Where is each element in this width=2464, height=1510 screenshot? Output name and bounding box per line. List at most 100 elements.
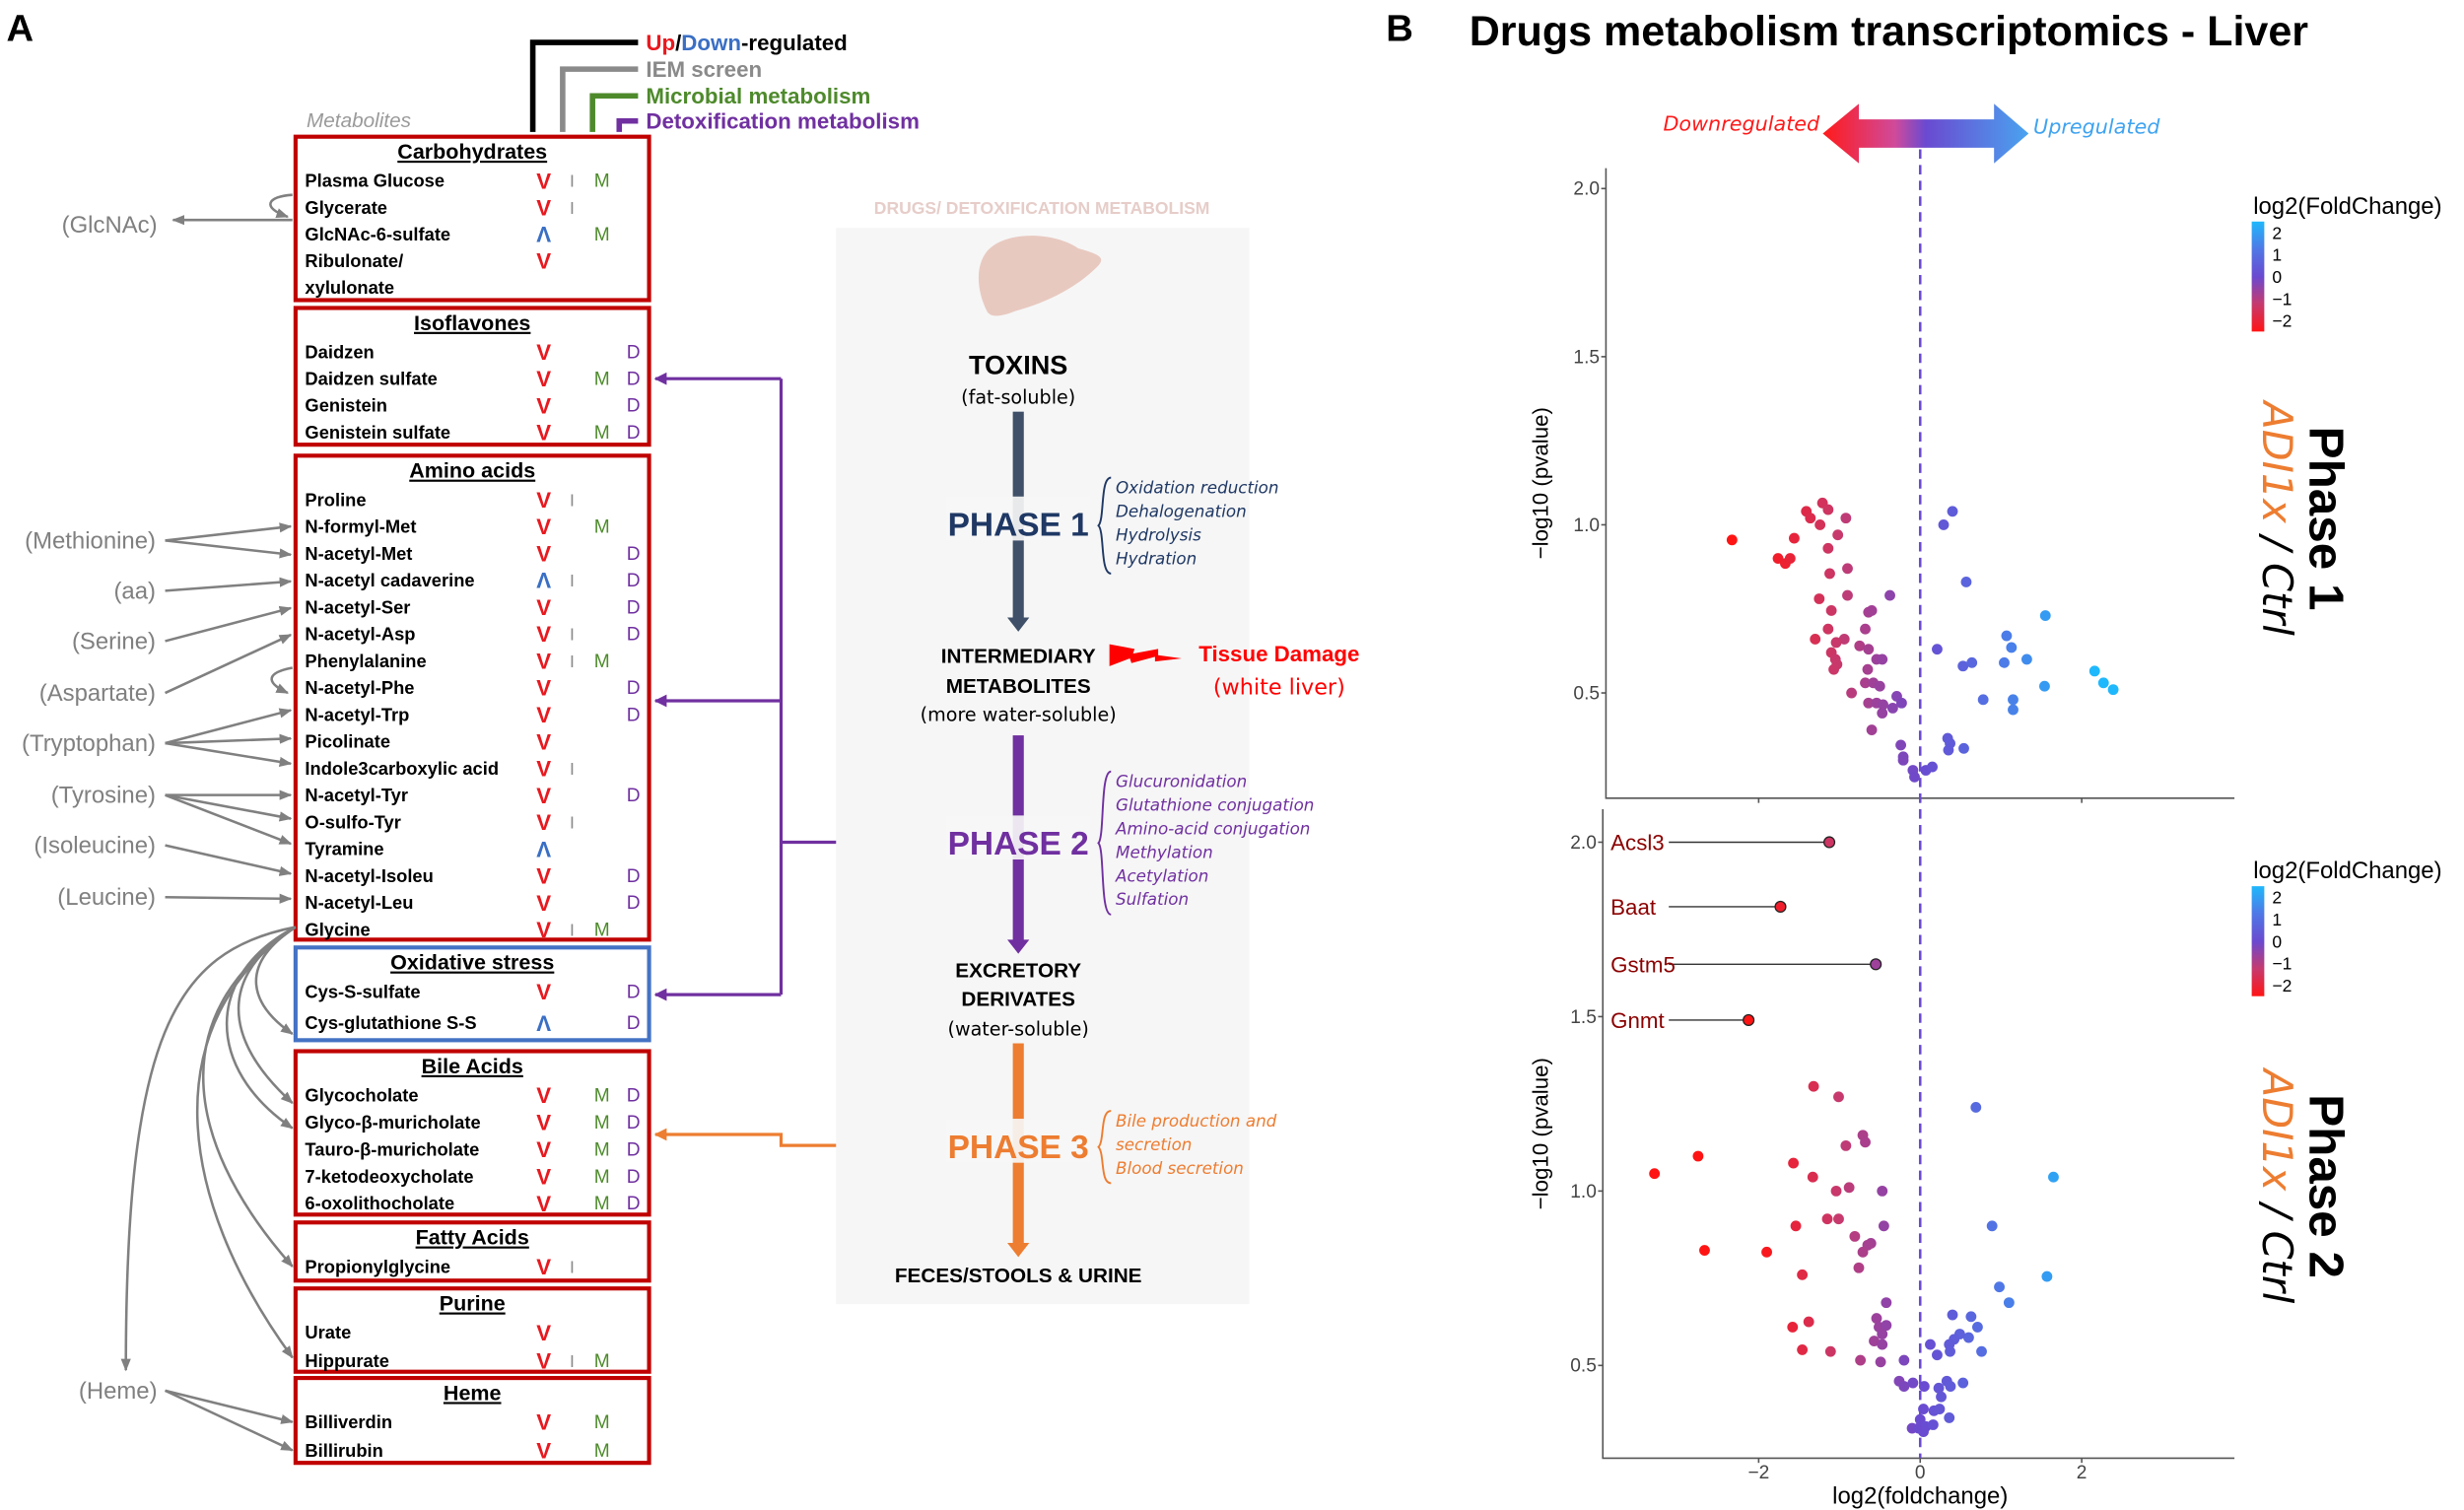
data-point bbox=[2003, 1297, 2015, 1309]
metabolite-row: Plasma Glucose V I M bbox=[305, 169, 609, 193]
regulation-marker: V bbox=[536, 488, 551, 513]
data-point bbox=[1898, 1381, 1910, 1392]
metabolite-row: Cys-S-sulfate V D bbox=[305, 980, 640, 1004]
metabolite-name: Cys-glutathione S-S bbox=[305, 1012, 476, 1033]
metabolite-row: N-formyl-Met V M bbox=[305, 515, 609, 539]
regulation-marker: V bbox=[536, 757, 551, 782]
data-point bbox=[1874, 680, 1885, 692]
metabolite-name: Billirubin bbox=[305, 1440, 382, 1461]
data-point bbox=[1884, 589, 1895, 601]
colorbar-label: −1 bbox=[2272, 289, 2292, 309]
data-point bbox=[1863, 644, 1875, 655]
metabolite-row: Hippurate V I M bbox=[305, 1349, 609, 1374]
regulation-marker: Λ bbox=[536, 837, 551, 861]
data-point bbox=[1976, 1345, 1987, 1357]
data-point bbox=[1897, 754, 1909, 766]
phase1-item: Hydration bbox=[1116, 548, 1197, 568]
data-point bbox=[1878, 1220, 1889, 1232]
metabolite-row: Glycerate V I bbox=[305, 195, 574, 220]
data-point bbox=[1932, 1349, 1943, 1361]
metabolite-name: O-sulfo-Tyr bbox=[305, 811, 400, 832]
data-point bbox=[1869, 1336, 1880, 1346]
liver-icon bbox=[978, 236, 1102, 316]
colorbar-label: 2 bbox=[2272, 223, 2282, 242]
colorbar bbox=[2251, 221, 2265, 332]
metabolites-header: Metabolites bbox=[307, 109, 411, 132]
microbial-marker: M bbox=[594, 1139, 610, 1160]
group-title: Amino acids bbox=[409, 459, 535, 483]
metabolite-row: Daidzen sulfate V M D bbox=[305, 367, 640, 391]
microbial-marker: M bbox=[594, 423, 610, 444]
metabolite-row: N-acetyl-Leu V D bbox=[305, 891, 640, 916]
metabolite-name: N-formyl-Met bbox=[305, 516, 416, 537]
pathway-title: DRUGS/ DETOXIFICATION METABOLISM bbox=[874, 198, 1210, 218]
metabolite-name: Glycerate bbox=[305, 197, 387, 218]
phase1-item: Dehalogenation bbox=[1116, 501, 1247, 520]
data-point bbox=[1860, 623, 1871, 635]
legend-slash: / bbox=[675, 31, 681, 55]
detox-marker: D bbox=[627, 1013, 641, 1034]
metabolite-name: 7-ketodeoxycholate bbox=[305, 1166, 473, 1187]
condition-ctrl: Ctrl bbox=[2253, 563, 2300, 636]
metabolite-row: 6-oxolithocholate V M D bbox=[305, 1192, 640, 1216]
phase3-label: PHASE 3 bbox=[948, 1130, 1089, 1166]
metabolite-name: Glycocholate bbox=[305, 1085, 418, 1106]
phase3-item: Blood secretion bbox=[1116, 1158, 1244, 1178]
data-point bbox=[1789, 532, 1800, 544]
data-point bbox=[1814, 519, 1826, 530]
metabolite-name: N-acetyl-Ser bbox=[305, 596, 410, 617]
legend-connector bbox=[529, 39, 639, 132]
regulation-marker: V bbox=[536, 169, 551, 193]
data-point bbox=[1790, 1220, 1802, 1232]
detox-marker: D bbox=[627, 625, 641, 646]
data-point bbox=[2020, 653, 2032, 665]
intermediary-label: METABOLITES bbox=[946, 675, 1091, 698]
panel-label-a: A bbox=[7, 7, 34, 49]
legend-connector bbox=[560, 66, 639, 132]
metabolite-name: Genistein sulfate bbox=[305, 422, 450, 443]
data-point bbox=[1833, 1091, 1844, 1103]
data-point bbox=[1821, 1213, 1833, 1225]
colorbar-label: 2 bbox=[2272, 888, 2282, 908]
regulation-marker: V bbox=[536, 622, 551, 647]
data-point bbox=[1797, 1269, 1809, 1280]
data-point bbox=[1895, 739, 1907, 751]
detox-marker: D bbox=[627, 544, 641, 565]
data-point bbox=[2107, 684, 2119, 696]
y-axis-label: −log10 (pvalue) bbox=[1528, 1058, 1552, 1209]
data-point bbox=[2041, 1270, 2053, 1282]
data-point bbox=[1898, 1354, 1910, 1366]
group-box bbox=[293, 1286, 651, 1374]
gene-label: Gnmt bbox=[1610, 1008, 1665, 1033]
phase3-backdrop bbox=[945, 1119, 1091, 1163]
x-axis-label: log2(foldchange) bbox=[1832, 1483, 2008, 1510]
metabolite-row: N-acetyl-Met V D bbox=[305, 541, 640, 566]
data-point bbox=[1761, 1246, 1772, 1258]
metabolite-row: N-acetyl-Isoleu V D bbox=[305, 864, 640, 889]
data-point bbox=[1927, 1419, 1939, 1430]
group-title: Heme bbox=[444, 1381, 502, 1405]
legend-connector bbox=[589, 93, 639, 132]
data-point bbox=[1970, 1102, 1982, 1113]
metabolite-row: Indole3carboxylic acid V I bbox=[305, 757, 574, 782]
direction-arrow bbox=[1822, 103, 2029, 164]
precursor-label: (Tyrosine) bbox=[51, 783, 156, 809]
microbial-marker: M bbox=[594, 370, 610, 390]
phase1-label: PHASE 1 bbox=[948, 508, 1089, 544]
data-point bbox=[1855, 1354, 1867, 1366]
data-point bbox=[1842, 589, 1853, 601]
metabolite-row: Glyco-β-muricholate V M D bbox=[305, 1111, 640, 1135]
colorbar-label: 1 bbox=[2272, 245, 2282, 265]
data-point bbox=[1932, 644, 1943, 655]
data-point bbox=[1842, 563, 1853, 575]
output-label: FECES/STOOLS & URINE bbox=[895, 1265, 1142, 1287]
data-point bbox=[1825, 605, 1837, 616]
detox-marker: D bbox=[627, 396, 641, 417]
data-point bbox=[2008, 694, 2019, 706]
regulation-marker: V bbox=[536, 810, 551, 835]
y-tick-label: 0.5 bbox=[1573, 683, 1600, 704]
data-point bbox=[1862, 663, 1874, 675]
